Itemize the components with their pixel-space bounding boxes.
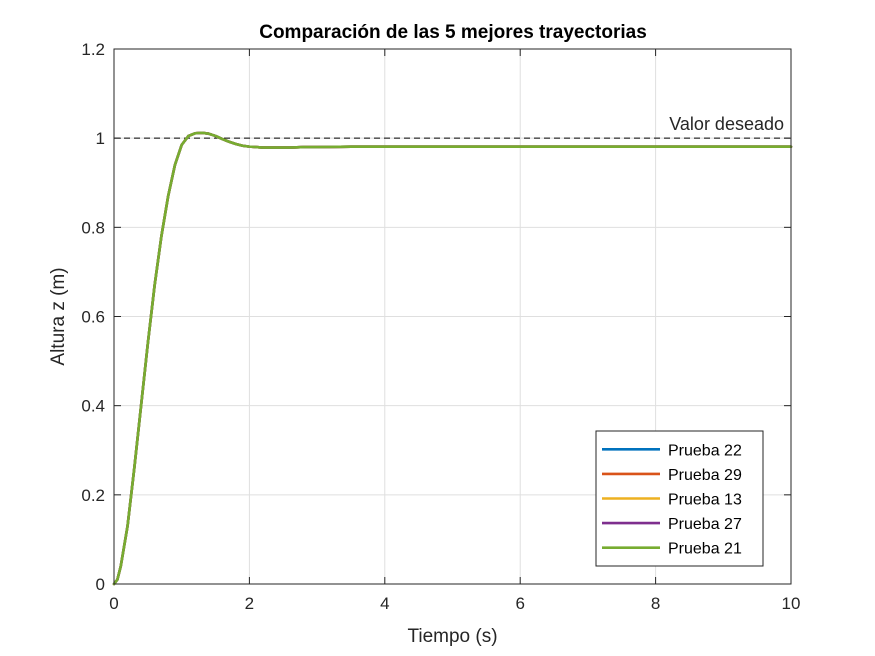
- chart-title: Comparación de las 5 mejores trayectoria…: [259, 22, 647, 43]
- x-axis-label: Tiempo (s): [407, 626, 497, 647]
- x-tick-label: 4: [380, 594, 389, 613]
- y-tick-label: 0.6: [81, 308, 105, 327]
- x-tick-label: 10: [782, 594, 801, 613]
- y-tick-label: 0.2: [81, 486, 105, 505]
- legend-label: Prueba 13: [668, 492, 742, 509]
- y-tick-label: 1: [96, 129, 105, 148]
- reference-line-label: Valor deseado: [669, 114, 784, 134]
- y-axis-label: Altura z (m): [48, 267, 69, 365]
- legend-label: Prueba 22: [668, 442, 742, 459]
- legend: Prueba 22 Prueba 29 Prueba 13 Prueba 27 Prue…: [595, 430, 764, 567]
- legend-label: Prueba 21: [668, 541, 742, 558]
- y-tick-label: 0.4: [81, 397, 105, 416]
- x-tick-label: 8: [651, 594, 660, 613]
- series-lines: [112, 131, 793, 586]
- x-tick-label: 2: [245, 594, 254, 613]
- x-tick-label: 6: [515, 594, 524, 613]
- y-tick-label: 0: [96, 575, 105, 594]
- y-tick-label: 1.2: [81, 40, 105, 59]
- legend-label: Prueba 27: [668, 516, 742, 533]
- x-axis-ticks: 0 2 4 6 8 10: [109, 49, 800, 613]
- y-axis-ticks: 0 0.2 0.4 0.6 0.8 1 1.2: [81, 40, 791, 594]
- y-tick-label: 0.8: [81, 218, 105, 237]
- reference-line-group: Valor deseado: [114, 114, 791, 139]
- x-tick-label: 0: [109, 594, 118, 613]
- legend-label: Prueba 29: [668, 467, 742, 484]
- series-line: [112, 131, 793, 586]
